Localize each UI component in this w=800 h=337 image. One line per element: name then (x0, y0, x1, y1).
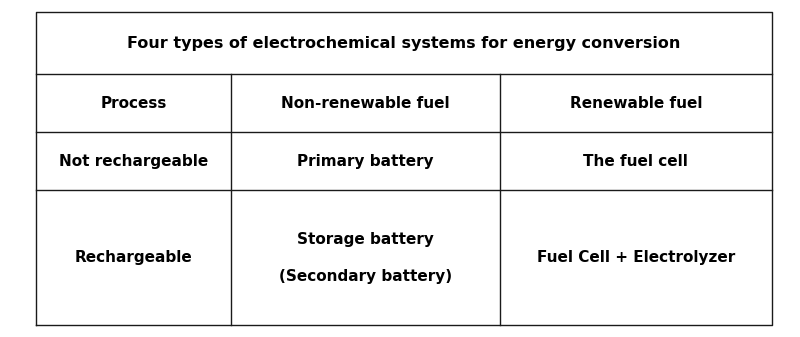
Text: Fuel Cell + Electrolyzer: Fuel Cell + Electrolyzer (537, 250, 735, 265)
Text: Four types of electrochemical systems for energy conversion: Four types of electrochemical systems fo… (127, 36, 681, 51)
Text: Not rechargeable: Not rechargeable (59, 154, 208, 169)
Text: Renewable fuel: Renewable fuel (570, 96, 702, 111)
Text: (Secondary battery): (Secondary battery) (278, 269, 452, 284)
Text: Rechargeable: Rechargeable (74, 250, 192, 265)
Text: Process: Process (100, 96, 166, 111)
Text: Non-renewable fuel: Non-renewable fuel (281, 96, 450, 111)
Text: Storage battery: Storage battery (297, 232, 434, 247)
Text: The fuel cell: The fuel cell (583, 154, 688, 169)
Text: Primary battery: Primary battery (297, 154, 434, 169)
